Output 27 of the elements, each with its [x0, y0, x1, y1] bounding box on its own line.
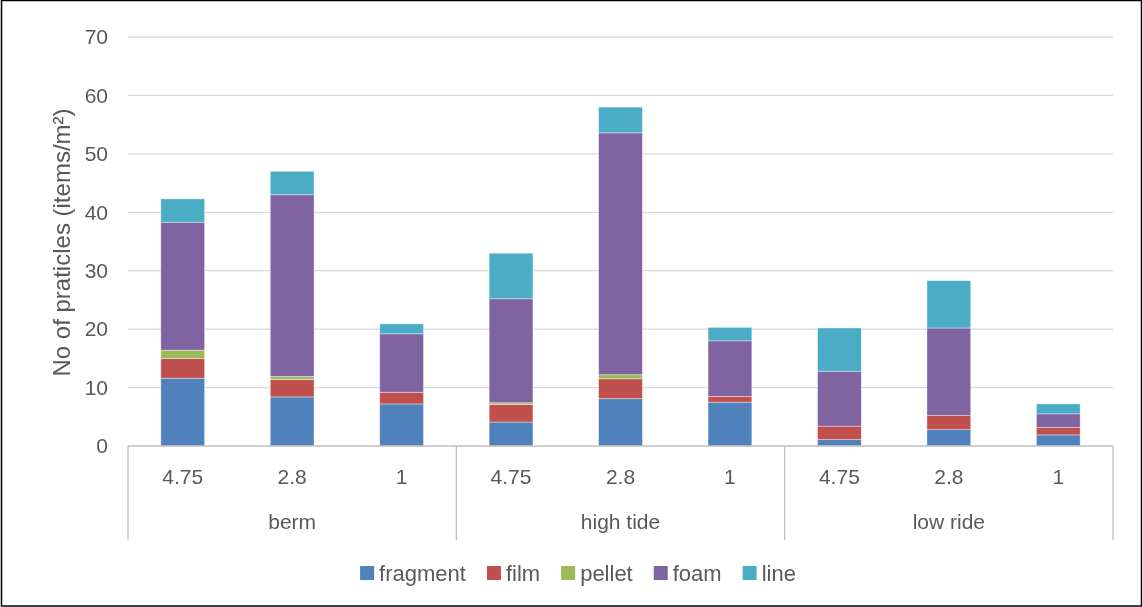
y-tick-label: 60 [84, 83, 108, 107]
y-tick-label: 20 [84, 317, 108, 341]
legend-label: fragment [379, 560, 466, 586]
x-tick-label: 2.8 [934, 465, 964, 489]
x-tick-label: 1 [724, 465, 736, 489]
text: low ride [912, 510, 986, 534]
legend-label: pellet [580, 560, 633, 586]
y-tick-label: 40 [84, 200, 108, 224]
x-tick-label: 1 [395, 465, 408, 489]
x-tick-label: 4.75 [162, 465, 204, 489]
y-tick-label: 10 [84, 375, 108, 399]
x-tick-label: 2.8 [277, 465, 307, 489]
x-tick-label: 4.75 [818, 465, 860, 489]
y-axis-title: No of praticles (items/m²) [48, 108, 76, 377]
y-tick-label: 50 [84, 142, 108, 166]
legend-label: film [505, 560, 541, 586]
x-tick-label: 2.8 [605, 465, 636, 489]
bar [707, 401, 753, 447]
text: high tide [580, 510, 661, 534]
y-tick-label: 0 [96, 434, 108, 458]
text: berm [268, 510, 317, 534]
legend-label: line [761, 560, 796, 586]
legend-label: foam [672, 560, 722, 586]
x-tick-label: 4.75 [490, 465, 532, 489]
x-tick-label: 1 [1052, 465, 1065, 489]
y-tick-label: 70 [84, 25, 108, 49]
y-tick-label: 30 [84, 259, 108, 283]
